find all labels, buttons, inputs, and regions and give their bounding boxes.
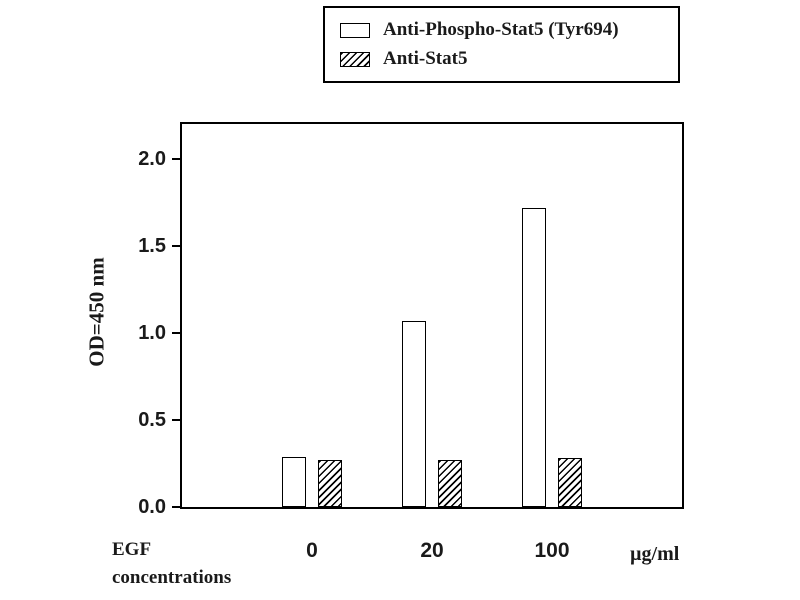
y-tick-label: 2.0	[138, 147, 166, 170]
legend-label: Anti-Phospho-Stat5 (Tyr694)	[383, 19, 619, 40]
legend-item: Anti-Stat5	[340, 48, 670, 70]
bar-hatched-100	[558, 458, 582, 507]
y-tick-label: 1.0	[138, 321, 166, 344]
x-category-label: 100	[534, 539, 570, 562]
bar-open-100	[522, 207, 546, 507]
y-tick-label: 0.5	[138, 408, 166, 431]
bar-open-0	[282, 456, 306, 507]
legend-item: Anti-Phospho-Stat5 (Tyr694)	[340, 19, 670, 41]
y-tick	[172, 157, 181, 160]
y-tick-label: 0.0	[138, 496, 166, 518]
legend: Anti-Phospho-Stat5 (Tyr694) Anti-Stat5	[323, 6, 680, 83]
x-category-label: 0	[306, 539, 318, 562]
bar-hatched-20	[438, 459, 462, 507]
y-tick	[172, 331, 181, 334]
y-tick	[172, 506, 181, 508]
hatched-bar-swatch-icon	[340, 51, 370, 67]
bar-open-20	[402, 320, 426, 507]
open-bar-swatch-icon	[340, 22, 370, 38]
y-tick	[172, 244, 181, 247]
y-tick	[172, 418, 181, 421]
x-axis-title: EGF concentrations	[112, 539, 232, 588]
y-axis-title: OD=450 nm	[84, 257, 109, 367]
plot-area: 0.0 0.5 1.0 1.5 2.0 0 20 100	[138, 122, 684, 562]
x-category-label: 20	[420, 539, 444, 562]
bar-hatched-0	[318, 459, 342, 507]
legend-label: Anti-Stat5	[383, 48, 468, 69]
y-tick-label: 1.5	[138, 234, 166, 257]
x-axis-unit-label: µg/ml	[630, 543, 680, 565]
